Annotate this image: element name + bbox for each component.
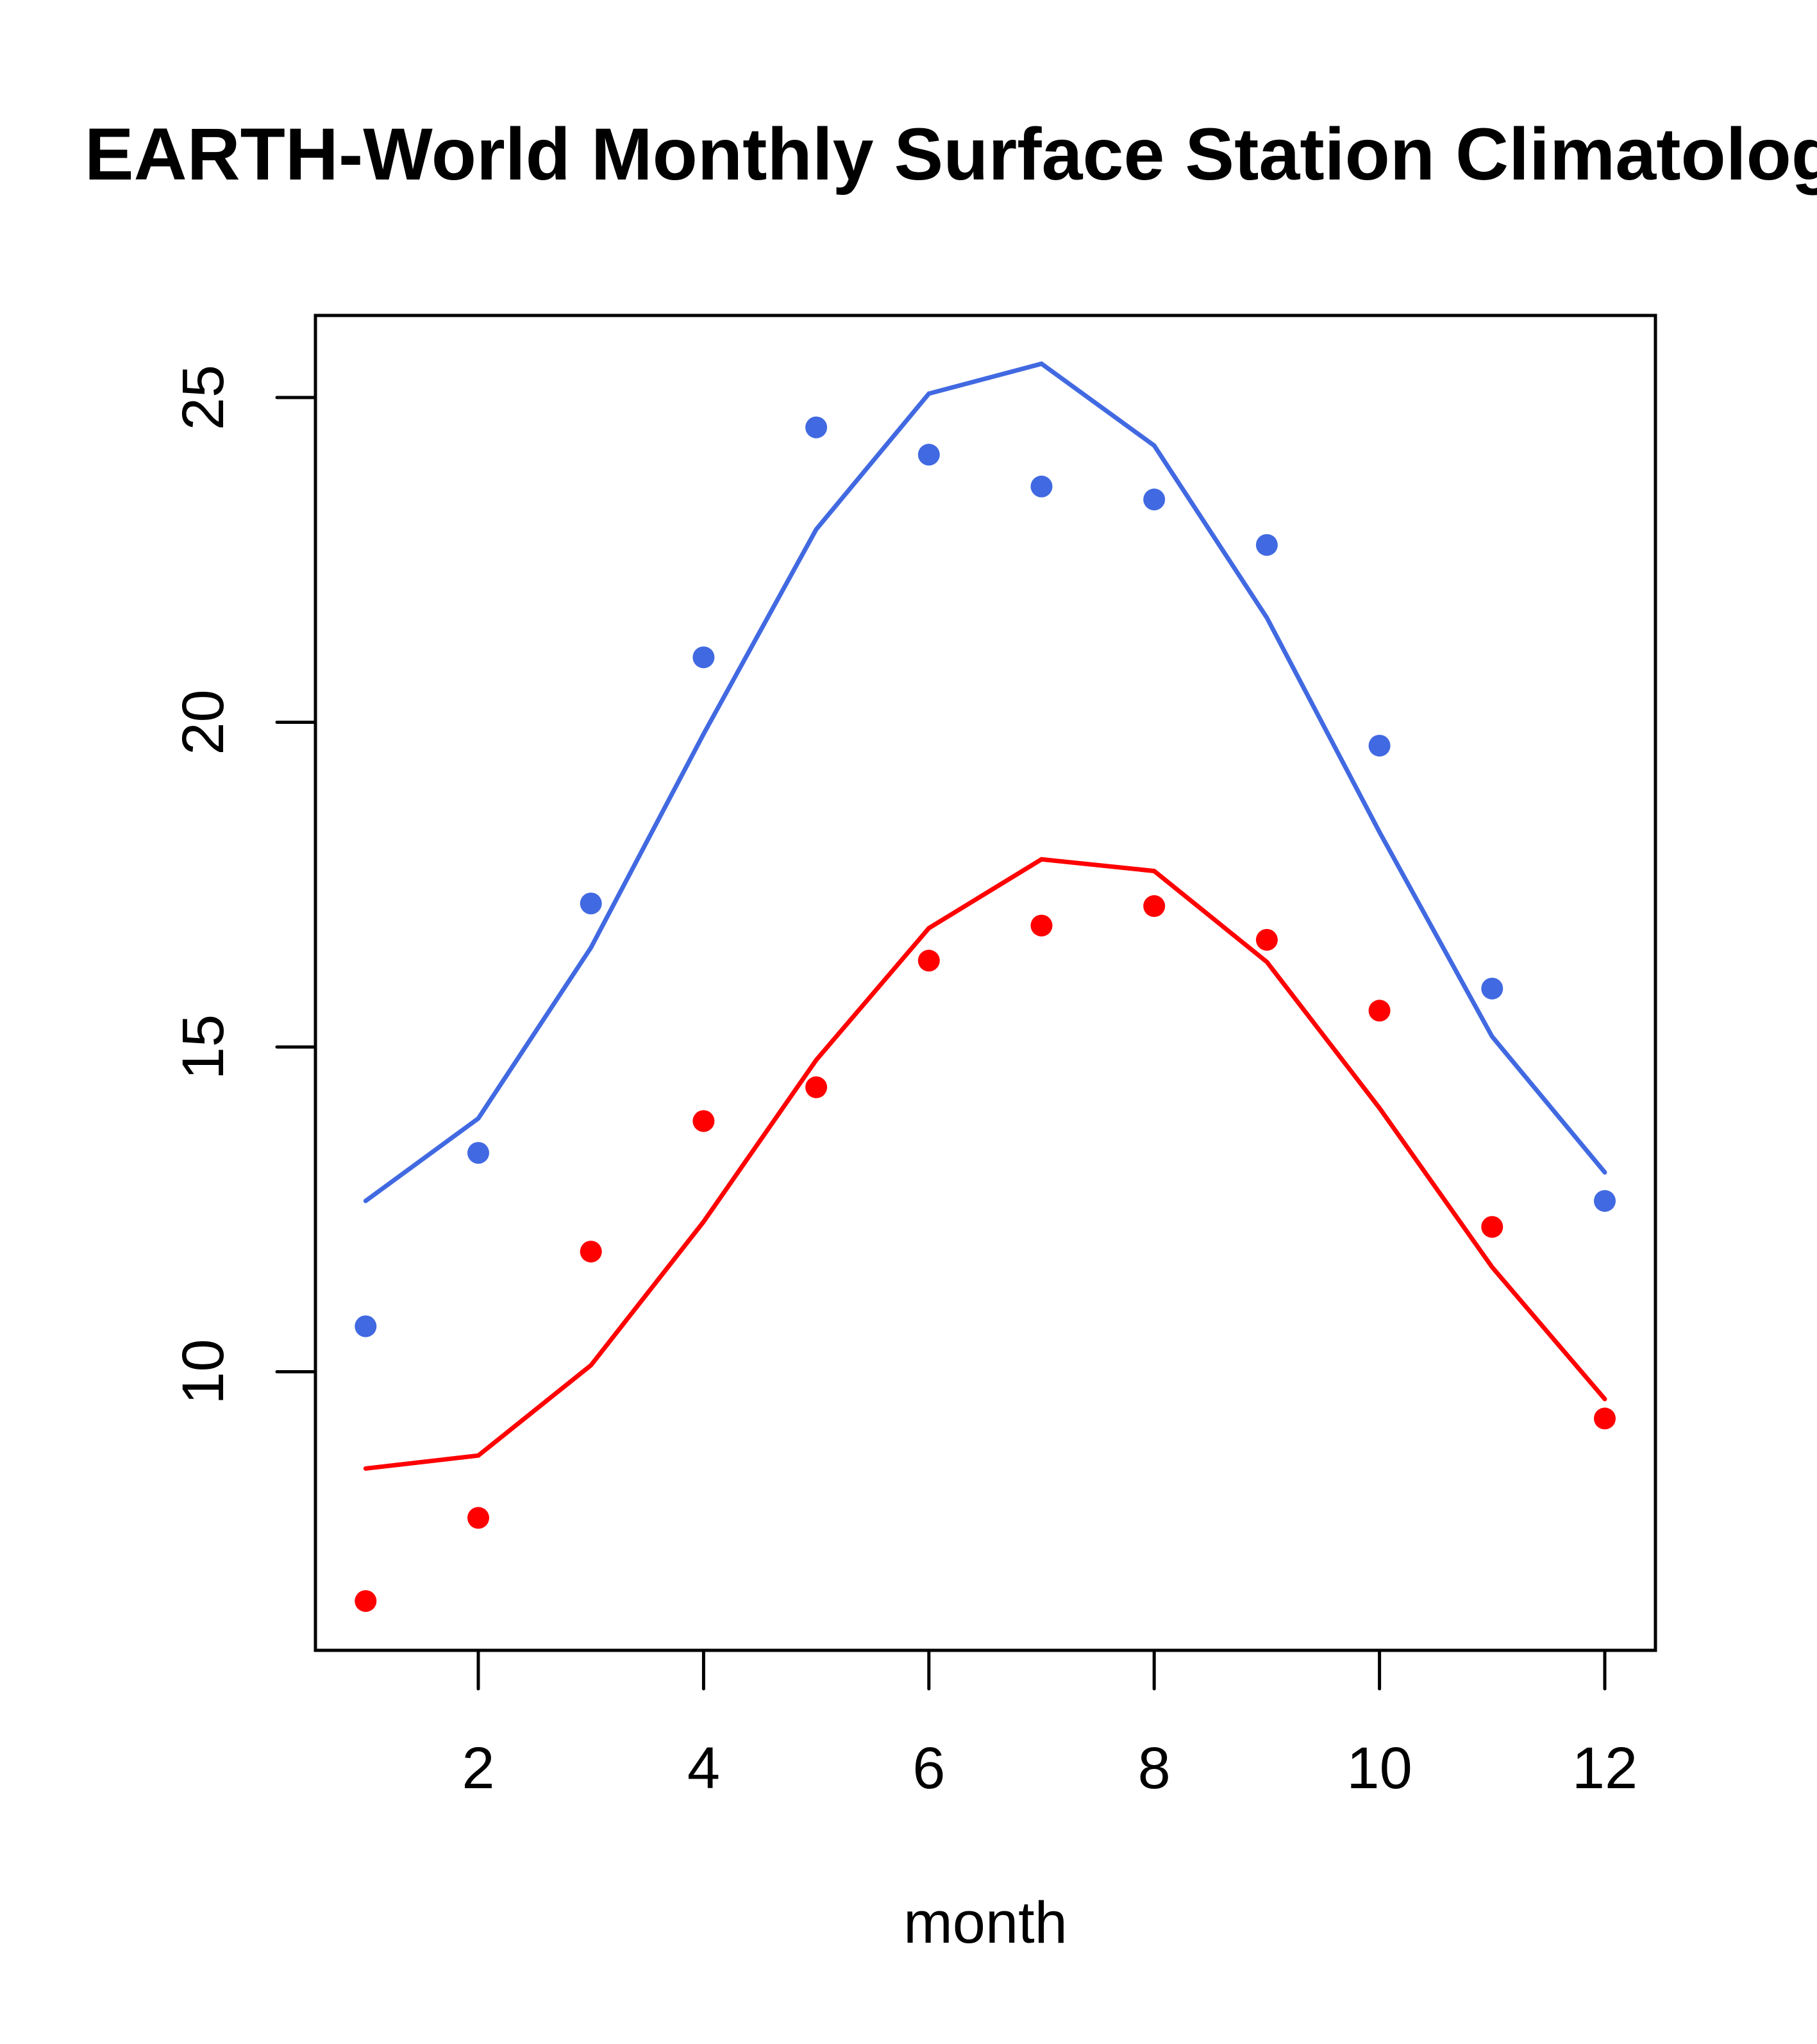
blue-point	[1481, 977, 1503, 1000]
series-red-line	[363, 857, 1607, 1471]
x-tick-label: 4	[687, 1736, 720, 1801]
blue-point	[1030, 475, 1053, 498]
x-axis: 2 4 6 8 10 12	[462, 1648, 1637, 1801]
blue-point	[805, 416, 828, 439]
series-red-points	[355, 895, 1616, 1613]
blue-point	[1594, 1190, 1616, 1212]
series-blue-points	[355, 416, 1616, 1337]
red-point	[467, 1507, 489, 1529]
x-tick-label: 12	[1572, 1736, 1637, 1801]
x-axis-label: month	[903, 1890, 1068, 1956]
blue-point	[692, 646, 715, 669]
blue-point	[917, 444, 940, 466]
x-tick-label: 10	[1346, 1736, 1412, 1801]
series-layer	[355, 361, 1616, 1613]
red-point	[1030, 914, 1053, 937]
red-point	[1143, 895, 1166, 917]
x-tick-label: 2	[462, 1736, 494, 1801]
x-tick-label: 6	[912, 1736, 945, 1801]
y-axis: 10 15 20 25	[171, 365, 317, 1405]
y-tick-label: 20	[171, 689, 236, 755]
plot-frame	[314, 314, 1657, 1652]
red-point	[580, 1241, 602, 1263]
red-point	[692, 1110, 715, 1132]
blue-point	[1143, 489, 1166, 511]
blue-point	[580, 892, 602, 915]
series-blue-line	[363, 361, 1607, 1203]
y-tick-label: 10	[171, 1339, 236, 1404]
blue-point	[467, 1142, 489, 1164]
x-tick-label: 8	[1138, 1736, 1171, 1801]
red-point	[917, 950, 940, 972]
red-point	[355, 1590, 377, 1613]
red-point	[1594, 1407, 1616, 1430]
red-point	[1368, 1000, 1391, 1022]
blue-point	[355, 1315, 377, 1337]
y-tick-label: 15	[171, 1014, 236, 1080]
blue-point	[1255, 533, 1278, 556]
red-point	[805, 1076, 828, 1098]
red-point	[1481, 1216, 1503, 1238]
chart-title: EARTH-World Monthly Surface Station Clim…	[85, 113, 1817, 196]
blue-point	[1368, 734, 1391, 757]
red-line-path	[363, 857, 1607, 1471]
blue-line-path	[363, 361, 1607, 1203]
y-tick-label: 25	[171, 365, 236, 430]
red-point	[1255, 928, 1278, 951]
